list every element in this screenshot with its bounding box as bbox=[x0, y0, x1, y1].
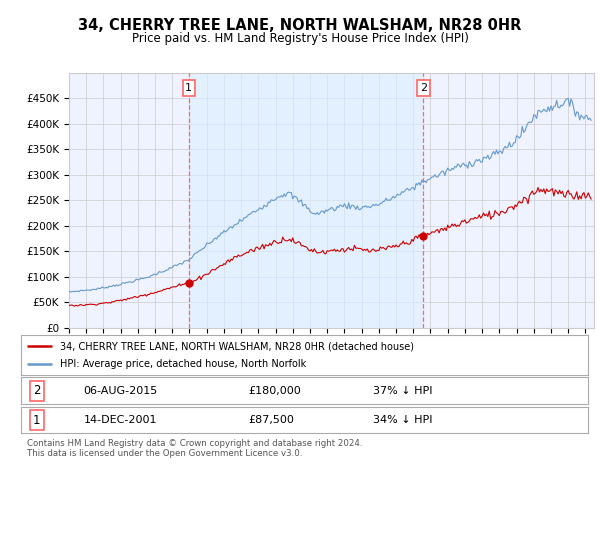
Text: 37% ↓ HPI: 37% ↓ HPI bbox=[373, 386, 432, 396]
Text: Price paid vs. HM Land Registry's House Price Index (HPI): Price paid vs. HM Land Registry's House … bbox=[131, 32, 469, 45]
Text: 34% ↓ HPI: 34% ↓ HPI bbox=[373, 415, 432, 425]
Text: 06-AUG-2015: 06-AUG-2015 bbox=[83, 386, 158, 396]
Text: 2: 2 bbox=[33, 384, 41, 398]
Text: 34, CHERRY TREE LANE, NORTH WALSHAM, NR28 0HR (detached house): 34, CHERRY TREE LANE, NORTH WALSHAM, NR2… bbox=[59, 341, 413, 351]
Text: 2: 2 bbox=[419, 83, 427, 93]
Text: 1: 1 bbox=[33, 413, 41, 427]
Text: HPI: Average price, detached house, North Norfolk: HPI: Average price, detached house, Nort… bbox=[59, 359, 306, 369]
Text: £87,500: £87,500 bbox=[248, 415, 293, 425]
Text: £180,000: £180,000 bbox=[248, 386, 301, 396]
Bar bbox=[189, 73, 423, 328]
Text: Contains HM Land Registry data © Crown copyright and database right 2024.
This d: Contains HM Land Registry data © Crown c… bbox=[27, 439, 362, 459]
Text: 14-DEC-2001: 14-DEC-2001 bbox=[83, 415, 157, 425]
Text: 1: 1 bbox=[185, 83, 193, 93]
Text: 34, CHERRY TREE LANE, NORTH WALSHAM, NR28 0HR: 34, CHERRY TREE LANE, NORTH WALSHAM, NR2… bbox=[79, 18, 521, 33]
